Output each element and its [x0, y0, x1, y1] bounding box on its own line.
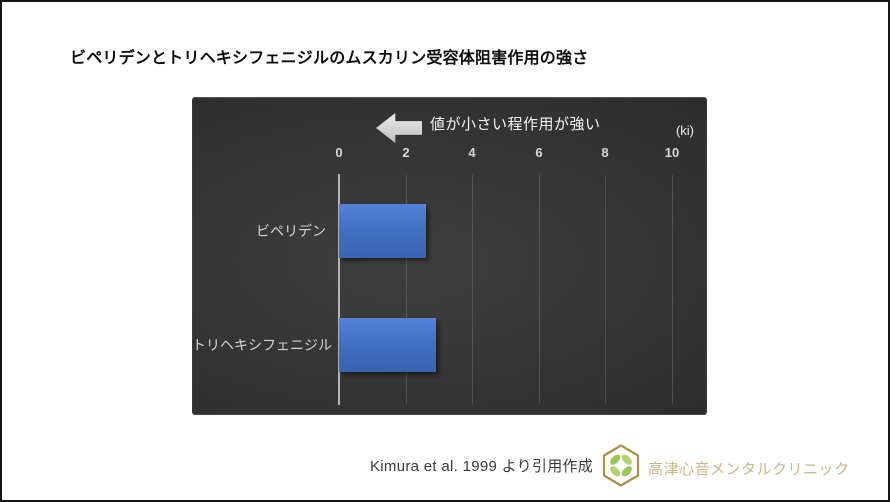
page-title: ビペリデンとトリヘキシフェニジルのムスカリン受容体阻害作用の強さ [70, 50, 589, 67]
gridline [472, 175, 473, 404]
x-tick-6: 6 [535, 145, 543, 160]
left-arrow-icon [376, 113, 422, 143]
x-tick-2: 2 [402, 145, 410, 160]
bar-chart: 値が小さい程作用が強い (ki) 0 2 4 6 8 10 ビペリデン トリヘキ… [192, 97, 707, 415]
axis-zero-line [338, 174, 340, 405]
hexagon-clover-logo-icon [602, 444, 640, 487]
gridline [406, 175, 407, 404]
bar-biperiden [339, 204, 426, 258]
axis-unit-label: (ki) [675, 123, 694, 138]
gridline [672, 175, 673, 404]
clinic-name: 高津心音メンタルクリニック [648, 461, 850, 478]
gridline [539, 175, 540, 404]
chart-annotation: 値が小さい程作用が強い [430, 116, 601, 133]
source-citation: Kimura et al. 1999 より引用作成 [370, 458, 594, 475]
x-tick-4: 4 [468, 145, 476, 160]
bar-trihexyphenidyl [339, 318, 436, 372]
gridline [605, 175, 606, 404]
x-tick-0: 0 [335, 145, 343, 160]
x-tick-10: 10 [664, 145, 680, 160]
category-label-trihexyphenidyl: トリヘキシフェニジル [192, 337, 332, 353]
x-tick-8: 8 [601, 145, 609, 160]
category-label-biperiden: ビペリデン [256, 223, 326, 239]
